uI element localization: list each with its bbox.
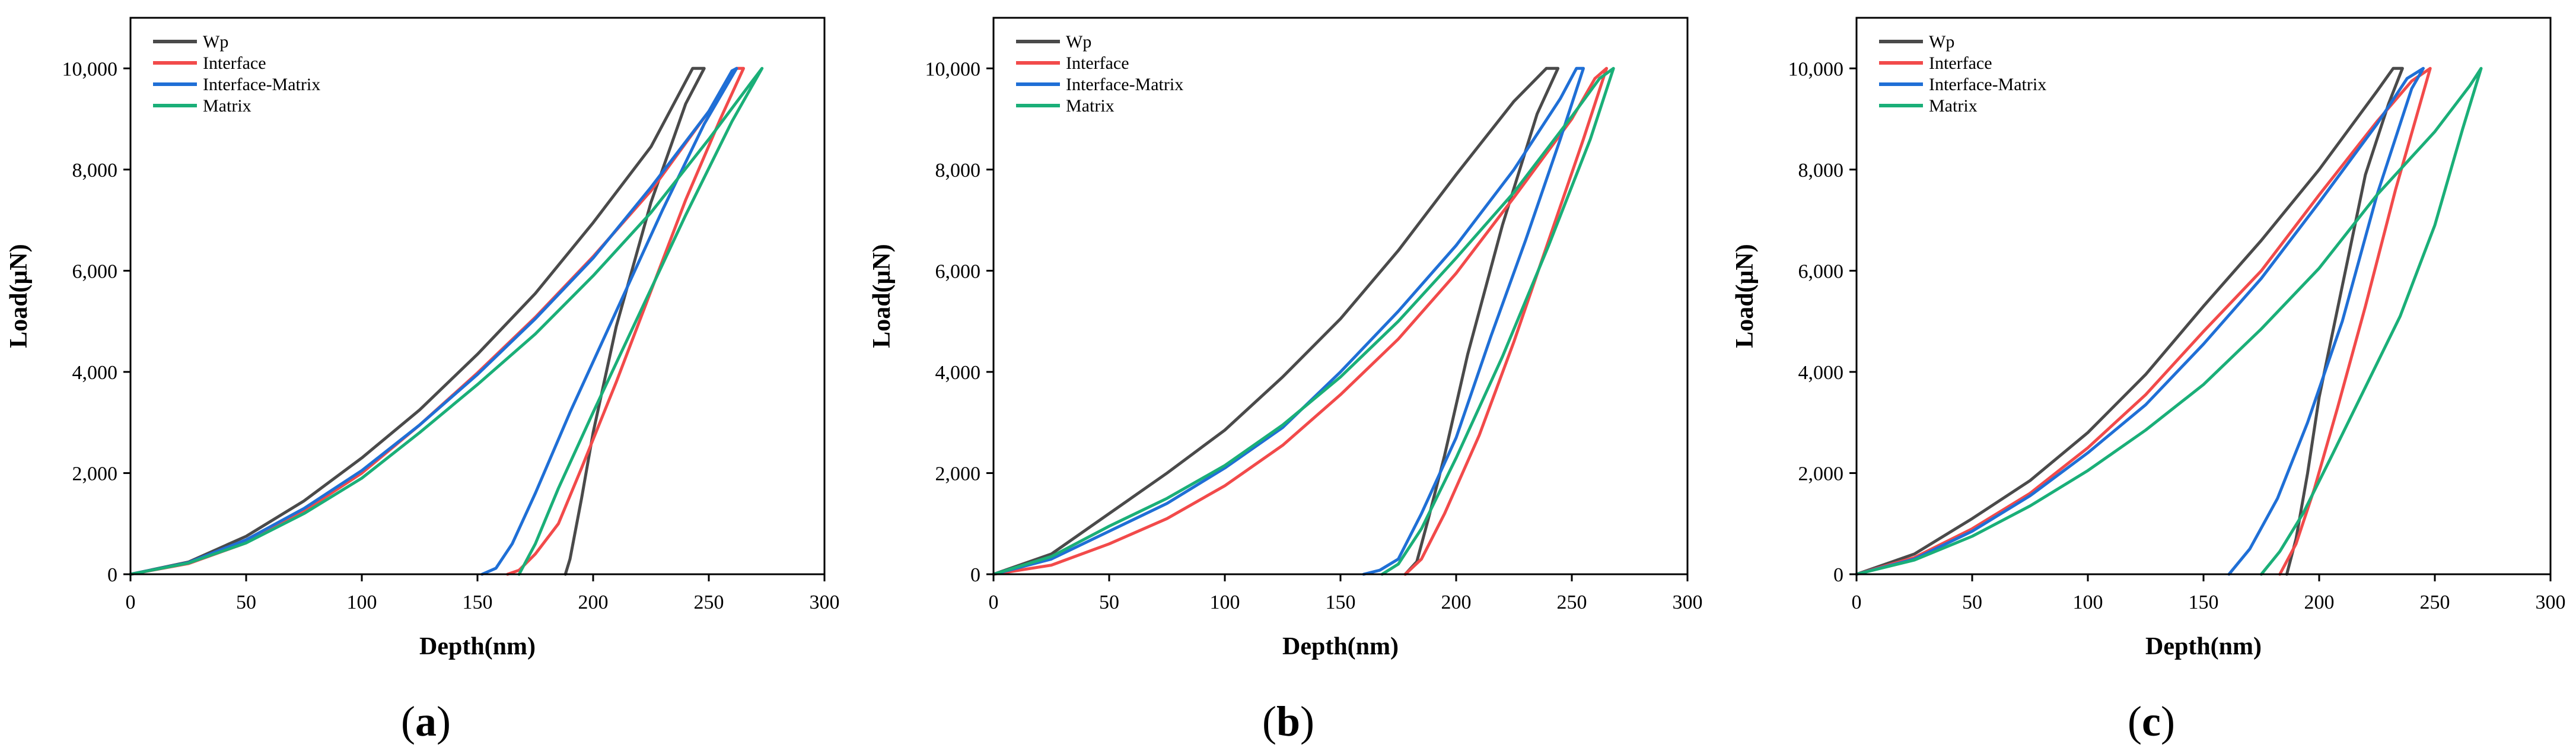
y-tick-label: 2,000 [72,463,118,485]
y-tick-label: 6,000 [72,260,118,282]
y-tick-label: 4,000 [72,362,118,384]
legend-label: Matrix [203,96,251,116]
legend-label: Wp [1066,32,1091,52]
legend-label: Wp [1929,32,1954,52]
series-line-wp [992,66,1560,576]
series-line-interface [1855,66,2432,576]
x-tick-label: 0 [1852,591,1862,613]
x-tick-label: 150 [2189,591,2219,613]
y-tick-label: 2,000 [935,463,981,485]
x-tick-label: 250 [694,591,724,613]
legend-label: Interface-Matrix [1929,75,2046,94]
y-tick-label: 2,000 [1798,463,1844,485]
panel-caption: (a) [401,698,451,745]
panel-caption: (c) [2128,698,2175,745]
legend-label: Interface [1929,53,1992,73]
chart-panel-c: 0 50 100 150 200 250 300 0 2,000 4,000 6,000 8,000 1… [1731,17,2566,745]
y-tick-label: 10,000 [925,58,981,80]
series-line-interface-matrix [992,66,1585,576]
series-line-interface [992,66,1608,576]
legend-label: Matrix [1929,96,1978,116]
x-tick-label: 0 [989,591,999,613]
legend-label: Wp [203,32,228,52]
legend-label: Interface-Matrix [203,75,320,94]
x-tick-label: 300 [2536,591,2566,613]
y-tick-label: 10,000 [1788,58,1844,80]
caption-letter: a [415,698,437,745]
y-axis-label: Load(μN) [1731,244,1759,348]
legend-label: Interface [203,53,266,73]
x-tick-label: 50 [1962,591,1982,613]
chart-panel-a: 0 50 100 150 200 250 300 0 2,000 4,000 6,000 8,000 1… [5,17,840,745]
x-tick-label: 0 [126,591,136,613]
x-tick-label: 150 [1326,591,1356,613]
caption-letter: c [2142,698,2161,745]
x-tick-label: 50 [1099,591,1119,613]
y-tick-label: 8,000 [72,160,118,182]
series-line-wp [1855,66,2404,576]
y-tick-label: 8,000 [1798,160,1844,182]
x-tick-label: 150 [463,591,493,613]
y-tick-label: 4,000 [1798,362,1844,384]
x-tick-label: 250 [2420,591,2450,613]
series-line-interface-matrix [1855,66,2425,576]
x-tick-label: 50 [236,591,256,613]
x-tick-label: 300 [1673,591,1703,613]
caption-close-paren: ) [2161,698,2175,745]
legend-label: Matrix [1066,96,1115,116]
x-axis-label: Depth(nm) [419,633,536,660]
x-tick-label: 100 [2073,591,2103,613]
y-tick-label: 4,000 [935,362,981,384]
caption-open-paren: ( [2128,698,2142,745]
y-tick-label: 8,000 [935,160,981,182]
series-line-matrix [129,66,764,576]
y-tick-label: 0 [1833,564,1843,586]
x-axis-label: Depth(nm) [2145,633,2262,660]
y-tick-label: 0 [970,564,980,586]
x-tick-label: 300 [810,591,840,613]
legend-label: Interface [1066,53,1129,73]
caption-open-paren: ( [1262,698,1276,745]
caption-close-paren: ) [437,698,451,745]
y-tick-label: 10,000 [62,58,118,80]
x-tick-label: 250 [1557,591,1587,613]
x-tick-label: 200 [578,591,609,613]
panel-caption: (b) [1262,698,1314,745]
series-line-matrix [1855,66,2483,576]
caption-close-paren: ) [1300,698,1314,745]
y-tick-label: 6,000 [935,260,981,282]
series-group [129,66,764,576]
caption-letter: b [1276,698,1300,745]
x-axis-label: Depth(nm) [1282,633,1399,660]
series-line-matrix [992,66,1615,576]
y-axis-label: Load(μN) [5,244,33,348]
series-group [1855,66,2483,576]
chart-panel-b: 0 50 100 150 200 250 300 0 2,000 4,000 6,000 8,000 1… [868,17,1703,745]
legend-label: Interface-Matrix [1066,75,1183,94]
series-group [992,66,1615,576]
y-axis-label: Load(μN) [868,244,896,348]
x-tick-label: 100 [347,591,377,613]
y-tick-label: 6,000 [1798,260,1844,282]
series-line-wp [129,66,706,576]
x-tick-label: 100 [1210,591,1240,613]
caption-open-paren: ( [401,698,415,745]
series-line-interface-matrix [129,66,738,576]
y-tick-label: 0 [107,564,117,586]
x-tick-label: 200 [2304,591,2335,613]
x-tick-label: 200 [1441,591,1472,613]
